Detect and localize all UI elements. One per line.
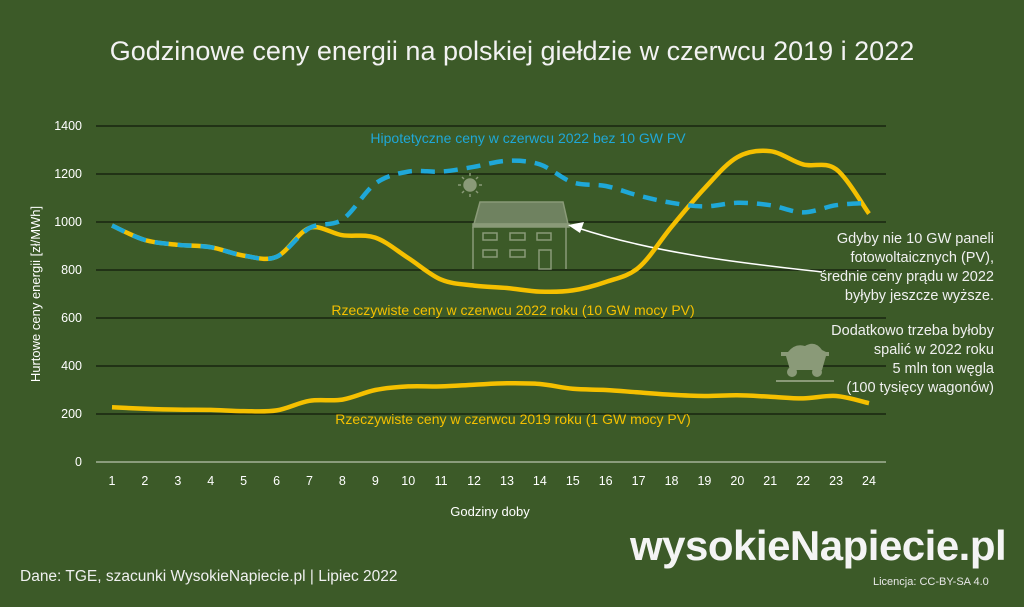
sun-icon [458, 173, 482, 197]
x-tick-label: 7 [306, 474, 313, 488]
y-tick-label: 1200 [54, 167, 82, 181]
x-tick-label: 13 [500, 474, 514, 488]
x-axis-label: Godziny doby [450, 504, 530, 519]
x-tick-label: 11 [435, 474, 448, 488]
y-tick-label: 1000 [54, 215, 82, 229]
note-line: fotowoltaicznych (PV), [850, 250, 994, 266]
x-tick-label: 24 [862, 474, 876, 488]
chart-title: Godzinowe ceny energii na polskiej giełd… [109, 36, 915, 66]
x-tick-label: 22 [796, 474, 810, 488]
x-tick-label: 12 [467, 474, 481, 488]
x-tick-label: 23 [829, 474, 843, 488]
y-axis-label: Hurtowe ceny energii [zł/MWh] [28, 206, 43, 382]
x-tick-label: 21 [763, 474, 777, 488]
note-line: Gdyby nie 10 GW paneli [836, 231, 994, 247]
x-tick-label: 9 [372, 474, 379, 488]
coal-note: Dodatkowo trzeba byłoby spalić w 2022 ro… [831, 322, 994, 398]
license-text: Licencja: CC-BY-SA 4.0 [873, 576, 989, 588]
x-tick-label: 1 [109, 474, 116, 488]
x-tick-label: 15 [566, 474, 580, 488]
x-tick-label: 8 [339, 474, 346, 488]
x-tick-label: 19 [697, 474, 711, 488]
x-tick-label: 18 [665, 474, 679, 488]
brand-logo: wysokieNapiecie.pl [630, 522, 1007, 569]
series-line-2 [111, 380, 870, 414]
y-tick-label: 600 [61, 311, 82, 325]
x-tick-label: 4 [207, 474, 214, 488]
x-tick-label: 10 [401, 474, 415, 488]
note-line: byłyby jeszcze wyższe. [844, 288, 994, 304]
y-tick-label: 200 [61, 407, 82, 421]
pv-note: Gdyby nie 10 GW paneli fotowoltaicznych … [820, 230, 994, 306]
x-tick-label: 20 [730, 474, 744, 488]
note-line: średnie ceny prądu w 2022 [819, 269, 994, 285]
solar-house-icon [472, 201, 570, 270]
y-tick-label: 800 [61, 263, 82, 277]
x-tick-label: 3 [174, 474, 181, 488]
y-tick-label: 400 [61, 359, 82, 373]
y-tick-label: 0 [75, 455, 82, 469]
y-tick-label: 1400 [54, 119, 82, 133]
note-line: Dodatkowo trzeba byłoby [831, 323, 994, 339]
data-source: Dane: TGE, szacunki WysokieNapiecie.pl |… [20, 568, 398, 585]
x-tick-label: 16 [599, 474, 613, 488]
series-line-1 [111, 148, 871, 295]
note-line: 5 mln ton węgla [892, 361, 994, 377]
note-line: (100 tysięcy wagonów) [846, 380, 995, 396]
x-tick-label: 17 [632, 474, 646, 488]
series-line-0 [111, 158, 870, 262]
x-tick-label: 2 [141, 474, 148, 488]
x-tick-label: 14 [533, 474, 547, 488]
coal-wagon-icon [776, 343, 834, 382]
series-label: Hipotetyczne ceny w czerwcu 2022 bez 10 … [370, 130, 686, 146]
x-tick-label: 6 [273, 474, 280, 488]
note-line: spalić w 2022 roku [873, 342, 994, 358]
arrow-icon [568, 222, 823, 273]
x-tick-label: 5 [240, 474, 247, 488]
series-label: Rzeczywiste ceny w czerwcu 2022 roku (10… [331, 302, 694, 318]
series-label: Rzeczywiste ceny w czerwcu 2019 roku (1 … [335, 411, 691, 427]
